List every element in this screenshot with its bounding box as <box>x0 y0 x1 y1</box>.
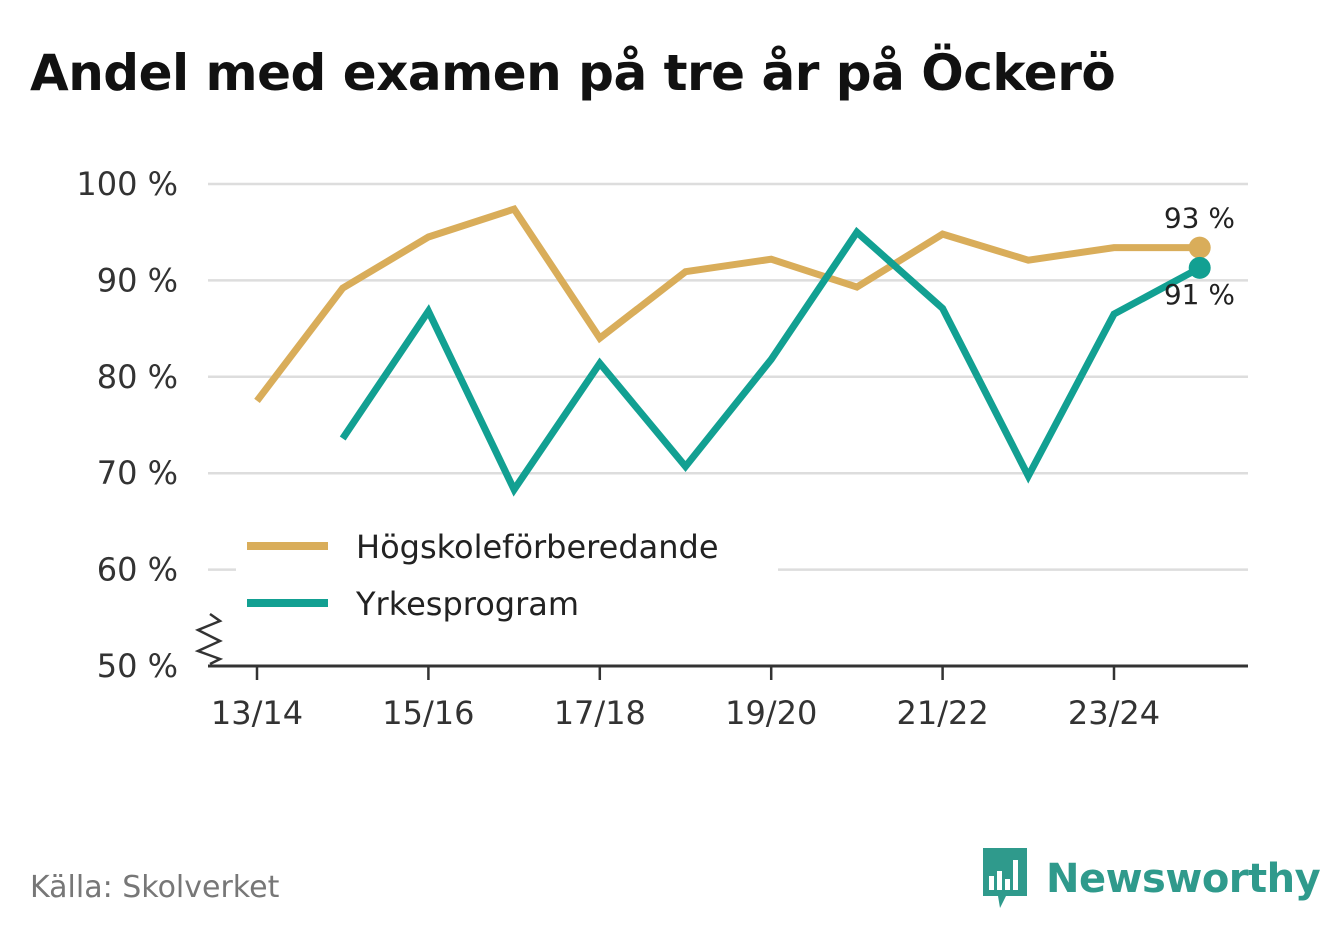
y-tick-label: 80 % <box>97 358 178 396</box>
y-tick-label: 90 % <box>97 261 178 299</box>
y-axis-ticks: 50 % 60 % 70 % 80 % 90 % 100 % <box>76 165 224 685</box>
x-tick-label: 13/14 <box>211 694 303 732</box>
end-value-label: 93 % <box>1164 202 1235 235</box>
x-tick-label: 15/16 <box>382 694 474 732</box>
newsworthy-logo-icon <box>983 848 1027 908</box>
y-tick-label: 70 % <box>97 454 178 492</box>
x-tick-label: 23/24 <box>1068 694 1160 732</box>
x-tick-label: 19/20 <box>725 694 817 732</box>
end-value-label: 91 % <box>1164 278 1235 311</box>
y-tick-label: 100 % <box>76 165 178 203</box>
legend-label: Yrkesprogram <box>355 585 579 623</box>
series-end-point <box>1188 256 1211 279</box>
y-tick-label: 60 % <box>97 551 178 589</box>
brand-name: Newsworthy <box>1046 856 1321 902</box>
y-tick-label: 50 % <box>97 647 178 685</box>
brand-logo: Newsworthy <box>980 846 1321 912</box>
source-note: Källa: Skolverket <box>30 870 280 905</box>
legend: Högskoleförberedande Yrkesprogram <box>236 519 778 623</box>
series-line <box>254 204 1200 404</box>
series-line <box>339 226 1202 497</box>
x-axis-ticks: 13/14 15/16 17/18 19/20 21/22 23/24 <box>211 666 1160 732</box>
chart-title: Andel med examen på tre år på Öckerö <box>30 44 1116 102</box>
axis-break-icon <box>194 612 224 666</box>
end-labels: 93 % 91 % <box>1164 202 1235 311</box>
grid-lines <box>208 182 1248 571</box>
x-tick-label: 17/18 <box>554 694 646 732</box>
series-end-point <box>1188 236 1211 259</box>
x-tick-label: 21/22 <box>896 694 988 732</box>
series-lines <box>254 204 1211 497</box>
legend-label: Högskoleförberedande <box>356 528 719 566</box>
